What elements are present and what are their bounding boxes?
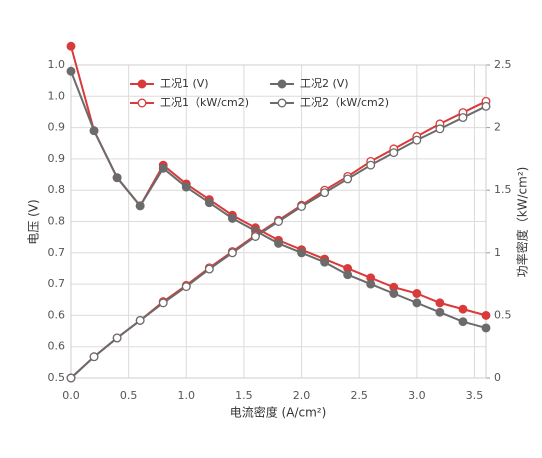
- data-point: [343, 174, 353, 184]
- y-tick-label: 0.6: [48, 308, 66, 321]
- data-point: [343, 270, 353, 280]
- x-axis-title: 电流密度 (A/cm²): [230, 405, 327, 420]
- data-point: [204, 264, 214, 274]
- data-point: [227, 213, 237, 223]
- data-point: [227, 248, 237, 258]
- y2-tick-label: 1.5: [494, 183, 512, 196]
- legend-marker: [277, 79, 287, 89]
- data-point: [297, 248, 307, 258]
- y2-tick-label: 0: [494, 371, 501, 384]
- y-tick-label: 0.5: [48, 371, 66, 384]
- data-point: [435, 307, 445, 317]
- data-point: [204, 198, 214, 208]
- y-tick-label: 0.6: [48, 340, 66, 353]
- data-point: [366, 279, 376, 289]
- y-tick-label: 0.8: [48, 215, 66, 228]
- x-tick-label: 0.5: [120, 389, 138, 402]
- data-point: [458, 304, 468, 314]
- data-point: [158, 163, 168, 173]
- x-tick-label: 1.5: [235, 389, 253, 402]
- data-point: [158, 298, 168, 308]
- data-point: [274, 217, 283, 226]
- data-point: [412, 298, 422, 308]
- y2-tick-label: 1: [494, 246, 501, 259]
- legend-label: 工况2（kW/cm2): [300, 96, 389, 109]
- data-point: [320, 188, 330, 198]
- data-point: [181, 182, 191, 192]
- x-tick-label: 2.5: [350, 389, 368, 402]
- x-tick-label: 3.0: [408, 389, 426, 402]
- y-tick-label: 1.0: [48, 58, 66, 71]
- x-tick-label: 3.5: [466, 389, 484, 402]
- data-point: [458, 113, 468, 123]
- y2-tick-label: 2: [494, 121, 501, 134]
- x-tick-label: 0.0: [62, 389, 80, 402]
- plot-frame: [70, 64, 487, 379]
- data-point: [250, 232, 260, 241]
- x-tick-label: 1.0: [178, 389, 196, 402]
- y-tick-label: 0.7: [48, 277, 66, 290]
- y-tick-label: 0.7: [48, 246, 66, 259]
- data-point: [458, 317, 468, 327]
- legend-marker: [137, 98, 147, 108]
- y2-axis-title: 功率密度（kW/cm²): [515, 167, 530, 278]
- data-point: [181, 282, 191, 292]
- data-point: [135, 201, 145, 211]
- data-point: [481, 101, 491, 111]
- data-point: [112, 333, 122, 343]
- data-point: [66, 66, 76, 76]
- data-point: [412, 135, 422, 145]
- data-point: [435, 298, 445, 308]
- data-point: [135, 315, 145, 325]
- data-point: [274, 238, 283, 248]
- data-point: [481, 310, 491, 320]
- data-point: [389, 148, 399, 158]
- data-point: [66, 373, 76, 383]
- x-tick-label: 2.0: [293, 389, 311, 402]
- legend-label: 工况1 (V): [160, 77, 209, 90]
- y-tick-label: 0.9: [48, 121, 66, 134]
- series-line: [70, 70, 487, 329]
- data-point: [297, 202, 307, 211]
- y-tick-label: 0.8: [48, 183, 66, 196]
- data-point: [89, 352, 99, 362]
- data-point: [320, 257, 330, 267]
- y2-tick-label: 2.5: [494, 58, 512, 71]
- y-axis-title: 电压 (V): [27, 199, 41, 244]
- y2-tick-label: 0.5: [494, 308, 512, 321]
- data-point: [66, 41, 76, 51]
- y-tick-label: 1.0: [48, 89, 66, 102]
- data-point: [366, 160, 376, 170]
- legend-label: 工况2 (V): [300, 77, 349, 90]
- data-point: [435, 124, 445, 134]
- data-point: [412, 289, 422, 298]
- data-point: [112, 173, 122, 183]
- data-point: [481, 323, 491, 333]
- y-tick-label: 0.9: [48, 152, 66, 165]
- data-point: [89, 126, 99, 136]
- legend-label: 工况1（kW/cm2): [160, 96, 249, 109]
- legend-marker: [277, 98, 287, 108]
- data-point: [389, 289, 399, 298]
- legend: 工况1 (V) 工况2 (V) 工况1（kW/cm2) 工况2（kW/cm2): [130, 77, 389, 109]
- legend-marker: [137, 79, 147, 89]
